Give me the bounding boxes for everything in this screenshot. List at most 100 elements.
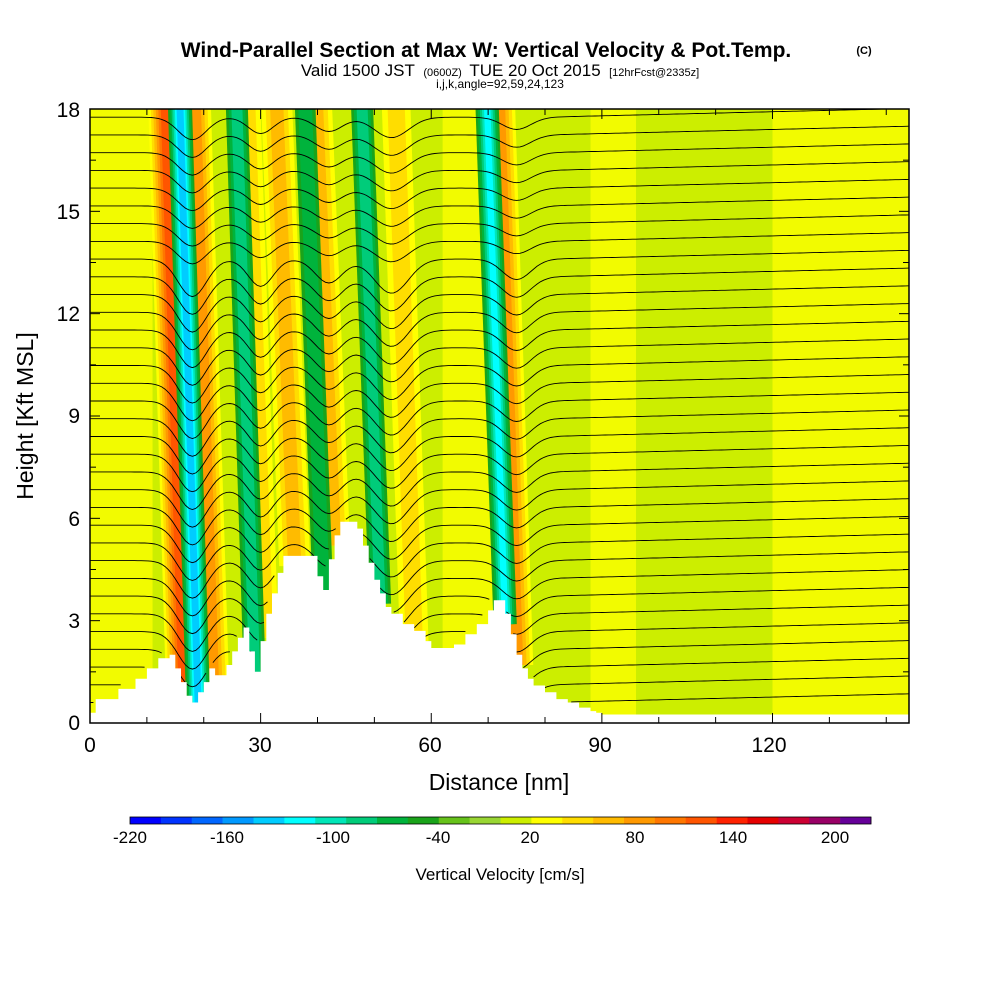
theta-contour: [90, 480, 909, 528]
colorbar-tick-label: -160: [210, 828, 244, 847]
colorbar-swatch: [747, 817, 779, 824]
theta-contour: [90, 249, 909, 298]
theta-contour: [90, 569, 909, 617]
colorbar-swatch: [500, 817, 532, 824]
theta-contours: [90, 109, 909, 703]
downdraft-band: [231, 109, 261, 683]
theta-contour: [90, 232, 909, 265]
downdraft-band: [484, 109, 509, 625]
colorbar-swatch: [469, 817, 501, 824]
colorbar-tick-labels: -220 -160 -100 -40 20 80 140 200: [113, 828, 849, 847]
colorbar-swatch: [253, 817, 285, 824]
theta-contour: [90, 604, 909, 652]
theta-contour: [90, 445, 909, 493]
plot-area: [90, 109, 909, 723]
colorbar-swatch: [716, 817, 748, 824]
x-tick-label: 0: [84, 734, 96, 757]
x-axis-label: Distance [nm]: [429, 769, 570, 795]
theta-contour: [90, 285, 909, 333]
velocity-patch: [590, 109, 636, 723]
velocity-patch: [772, 109, 909, 723]
theta-contour: [90, 303, 909, 351]
theta-contour: [90, 515, 909, 564]
y-tick-label: 0: [68, 712, 80, 735]
y-tick-label: 18: [57, 99, 80, 122]
colorbar-swatch: [593, 817, 625, 824]
theta-contour: [90, 462, 909, 510]
colorbar-swatch: [809, 817, 841, 824]
colorbar: [129, 816, 872, 825]
y-tick-label: 9: [68, 405, 80, 428]
x-tick-labels: 0 30 60 90 120: [84, 734, 786, 757]
colorbar-swatch: [315, 817, 347, 824]
colorbar-tick-label: -100: [316, 828, 350, 847]
colorbar-swatch: [685, 817, 717, 824]
y-tick-labels: 0 3 6 9 12 15 18: [57, 99, 80, 735]
updraft-band: [270, 109, 302, 567]
x-tick-label: 90: [588, 734, 611, 757]
y-tick-label: 12: [57, 303, 80, 326]
theta-contour: [90, 178, 909, 212]
y-tick-label: 3: [68, 610, 80, 633]
colorbar-label: Vertical Velocity [cm/s]: [415, 865, 584, 884]
colorbar-swatch: [191, 817, 223, 824]
colorbar-tick-label: -220: [113, 828, 147, 847]
y-tick-label: 15: [57, 201, 80, 224]
updraft-band: [387, 109, 423, 642]
colorbar-tick-label: 80: [626, 828, 645, 847]
valid-time: Valid 1500 JST: [301, 61, 415, 80]
theta-contour: [90, 675, 909, 689]
colorbar-swatch: [160, 817, 193, 824]
theta-contour: [90, 409, 909, 457]
theta-contour: [90, 586, 909, 635]
colorbar-swatch: [654, 817, 687, 824]
colorbar-swatch: [284, 817, 316, 824]
colorbar-tick-label: 20: [521, 828, 540, 847]
colorbar-swatch: [778, 817, 810, 824]
velocity-field: [90, 109, 909, 723]
theta-contour: [90, 125, 909, 158]
y-tick-label: 6: [68, 508, 80, 531]
theta-contour: [90, 338, 909, 386]
theta-contour: [90, 551, 909, 599]
valid-time-line: Valid 1500 JST (0600Z) TUE 20 Oct 2015 […: [301, 61, 699, 80]
downdraft-band: [176, 109, 202, 703]
colorbar-tick-label: 140: [719, 828, 747, 847]
colorbar-swatch: [346, 817, 378, 824]
theta-contour: [90, 161, 909, 194]
colorbar-swatch: [222, 817, 254, 824]
theta-contour: [90, 533, 909, 581]
copyright-mark: (C): [856, 45, 872, 57]
colorbar-frame: [129, 816, 872, 825]
velocity-patch: [90, 109, 153, 723]
downdraft-band: [298, 109, 331, 601]
theta-contour: [90, 267, 909, 315]
colorbar-tick-label: 200: [821, 828, 849, 847]
valid-utc: (0600Z): [423, 67, 462, 79]
x-tick-label: 60: [418, 734, 441, 757]
colorbar-swatch: [624, 817, 656, 824]
valid-date: TUE 20 Oct 2015: [469, 61, 600, 80]
theta-contour: [90, 320, 909, 369]
colorbar-swatch: [531, 817, 563, 824]
colorbar-swatch: [562, 817, 594, 824]
forecast-info: [12hrFcst@2335z]: [609, 67, 699, 79]
colorbar-swatch: [840, 817, 872, 824]
colorbar-tick-label: -40: [426, 828, 451, 847]
colorbar-swatch: [407, 817, 440, 824]
x-tick-label: 30: [248, 734, 271, 757]
theta-contour: [90, 214, 909, 247]
colorbar-swatch: [377, 817, 409, 824]
theta-contour: [90, 391, 909, 439]
colorbar-swatch: [130, 817, 162, 824]
theta-contour: [90, 356, 909, 404]
theta-contour: [90, 143, 909, 176]
terrain-mask: [90, 521, 909, 723]
x-tick-label: 120: [751, 734, 786, 757]
theta-contour: [90, 374, 909, 422]
y-axis-label: Height [Kft MSL]: [12, 332, 38, 499]
theta-contour: [90, 196, 909, 229]
theta-contour: [90, 498, 909, 546]
theta-contour: [90, 657, 909, 678]
